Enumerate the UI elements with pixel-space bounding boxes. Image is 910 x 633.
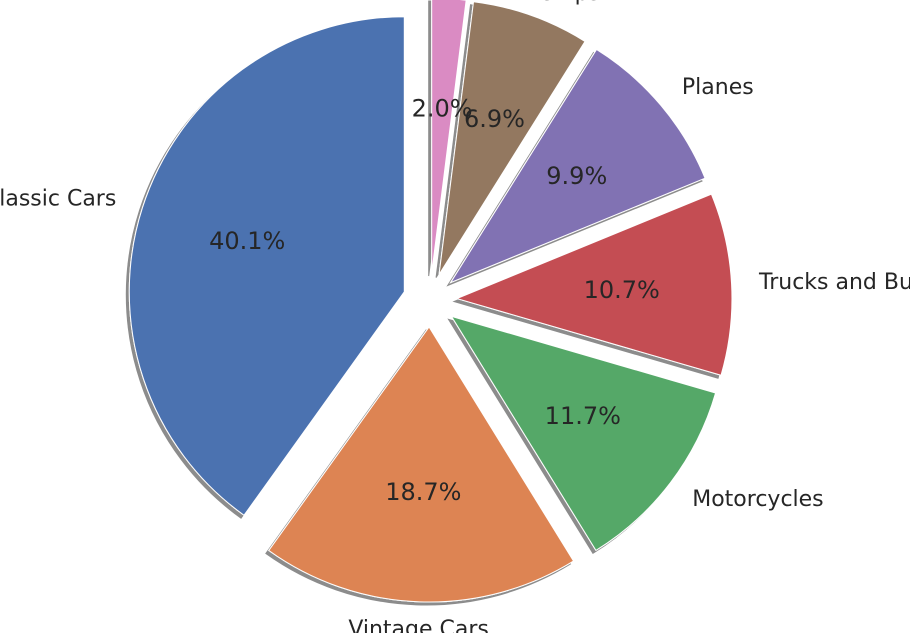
slice-trains xyxy=(431,0,467,274)
slice-classic-cars xyxy=(128,16,405,516)
pct-label-classic-cars: 40.1% xyxy=(209,227,285,255)
pct-label-motorcycles: 11.7% xyxy=(545,402,621,430)
category-label-trucks-and-buses: Trucks and Buses xyxy=(758,270,910,295)
slice-motorcycles xyxy=(450,315,717,552)
slice-vintage-cars xyxy=(268,326,575,603)
category-label-vintage-cars: Vintage Cars xyxy=(348,617,489,633)
category-label-ships: Ships xyxy=(541,0,600,6)
category-label-classic-cars: Classic Cars xyxy=(0,187,116,212)
pct-label-vintage-cars: 18.7% xyxy=(385,478,461,506)
pct-label-ships: 6.9% xyxy=(464,105,525,133)
pct-label-planes: 9.9% xyxy=(546,162,607,190)
slice-trucks-and-buses xyxy=(455,193,733,376)
pct-label-trains: 2.0% xyxy=(412,94,473,122)
slice-ships xyxy=(438,1,586,275)
category-label-planes: Planes xyxy=(682,75,754,100)
pct-label-trucks-and-buses: 10.7% xyxy=(584,276,660,304)
slice-planes xyxy=(449,48,706,284)
pie-slices xyxy=(128,0,733,603)
pie-percent-labels: 40.1% 18.7% 11.7% 10.7% 9.9% 6.9%2.0% xyxy=(209,94,660,506)
category-label-motorcycles: Motorcycles xyxy=(692,487,823,512)
